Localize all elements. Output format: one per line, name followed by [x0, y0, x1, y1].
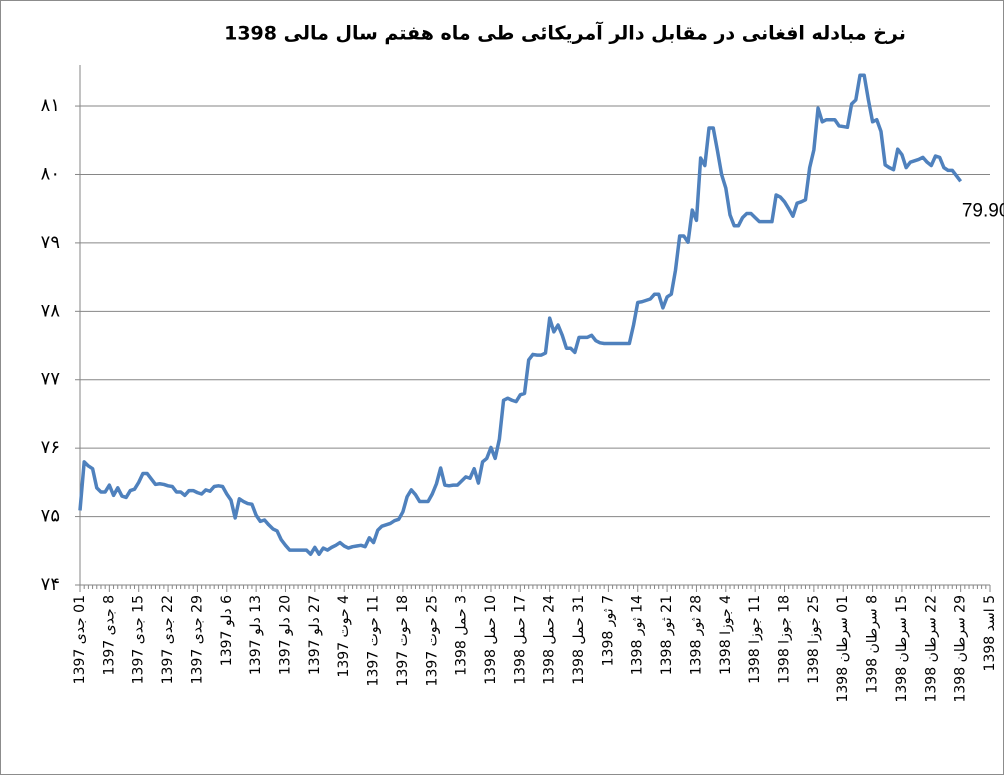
- y-tick-label: ۸۰: [41, 163, 60, 184]
- x-tick-label: 8 جدی 1397: [101, 595, 117, 675]
- x-tick-label: 4 جوزا 1398: [718, 595, 734, 675]
- x-tick-label: 25 جوزا 1398: [806, 595, 822, 684]
- y-tick-label: ۷۹: [41, 232, 60, 253]
- x-tick-label: 28 ثور 1398: [688, 595, 704, 675]
- x-tick-label: 29 سرطان 1398: [953, 595, 969, 703]
- x-tick-label: 01 سرطان 1398: [835, 595, 851, 703]
- x-tick-label: 18 حوت 1397: [395, 595, 411, 686]
- x-tick-label: 01 جدی 1397: [72, 595, 88, 684]
- y-tick-label: ۷۷: [41, 369, 61, 390]
- x-tick-label: 13 دلو 1397: [248, 595, 264, 675]
- x-tick-label: 5 اسد 1398: [982, 595, 998, 671]
- x-tick-label: 31 حمل 1398: [571, 595, 587, 685]
- x-tick-label: 11 حوت 1397: [366, 595, 382, 686]
- x-tick-label: 4 حوت 1397: [336, 595, 352, 678]
- data-label: 79.90: [962, 200, 1004, 221]
- x-tick-label: 27 دلو 1397: [307, 595, 323, 675]
- x-tick-label: 7 ثور 1398: [600, 595, 616, 666]
- x-tick-label: 22 جدی 1397: [160, 595, 176, 684]
- x-tick-label: 17 حمل 1398: [512, 595, 528, 685]
- x-tick-label: 14 ثور 1398: [630, 595, 646, 675]
- x-tick-label: 22 سرطان 1398: [923, 595, 939, 703]
- x-tick-label: 8 سرطان 1398: [865, 595, 881, 694]
- y-tick-label: ۷۶: [41, 437, 60, 458]
- x-tick-label: 15 سرطان 1398: [894, 595, 910, 703]
- chart-title: نرخ مبادله افغانی در مقابل دالر آمریکائی…: [224, 21, 906, 45]
- x-tick-label: 20 دلو 1397: [277, 595, 293, 675]
- y-tick-label: ۷۸: [41, 300, 61, 321]
- y-tick-label: ۷۵: [41, 506, 60, 527]
- x-tick-label: 21 ثور 1398: [659, 595, 675, 675]
- x-tick-label: 10 حمل 1398: [483, 595, 499, 685]
- x-tick-label: 11 جوزا 1398: [747, 595, 763, 684]
- x-tick-label: 24 حمل 1398: [542, 595, 558, 685]
- y-tick-label: ۷۴: [41, 574, 60, 595]
- line-series: [78, 73, 963, 556]
- x-tick-label: 3 حمل 1398: [454, 595, 470, 676]
- x-tick-label: 15 جدی 1397: [131, 595, 147, 684]
- x-tick-label: 25 حوت 1397: [424, 595, 440, 686]
- x-tick-label: 6 دلو 1397: [219, 595, 235, 666]
- x-tick-label: 18 جوزا 1398: [777, 595, 793, 684]
- x-tick-label: 29 جدی 1397: [189, 595, 205, 684]
- y-tick-label: ۸۱: [41, 95, 60, 116]
